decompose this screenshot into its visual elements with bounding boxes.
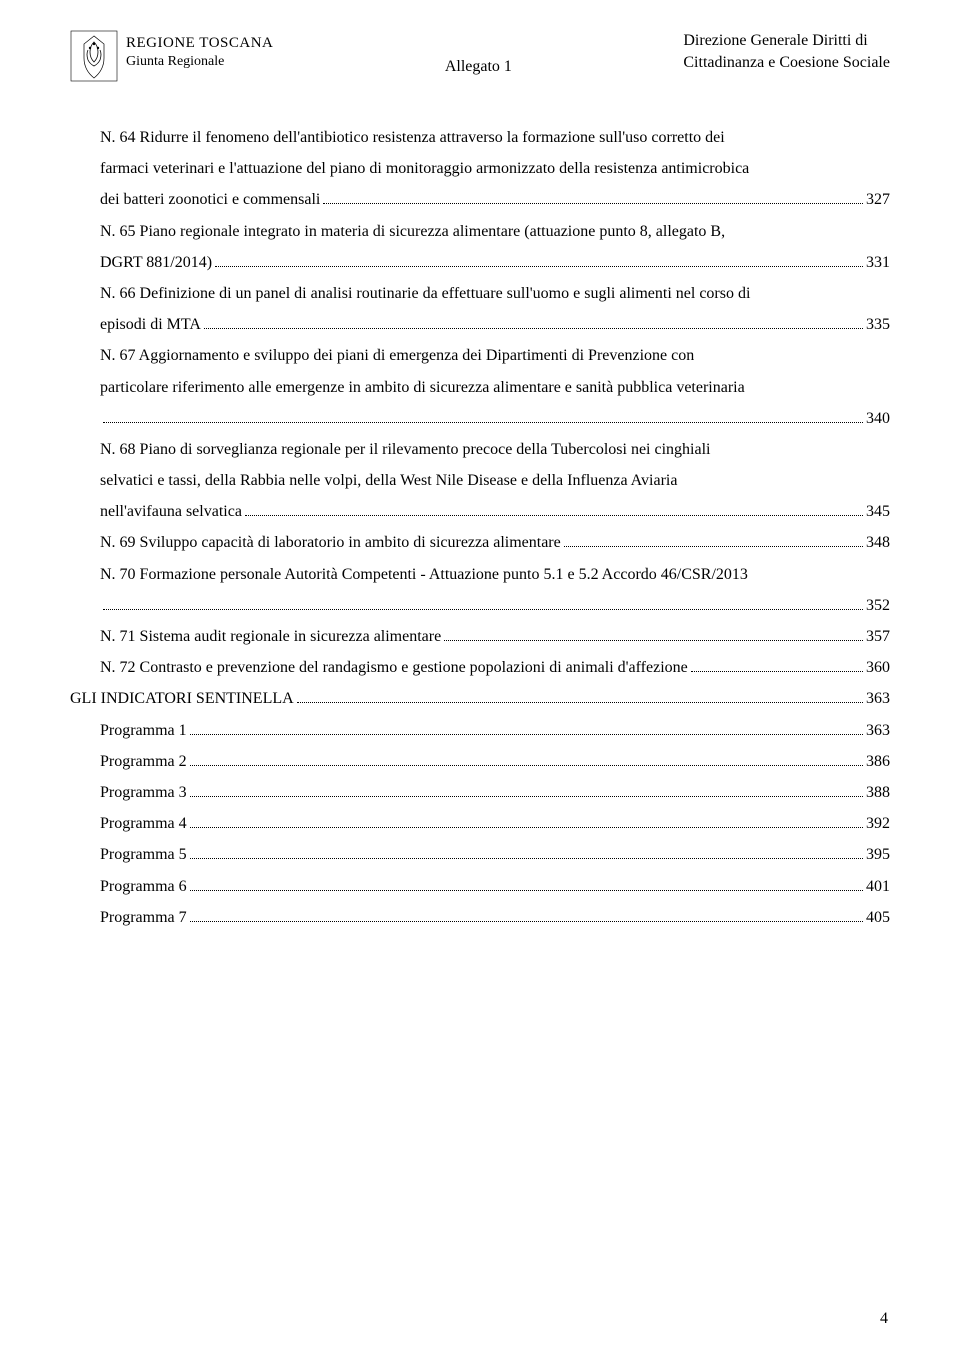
toc-page-number: 352 (866, 590, 890, 621)
toc-entry: episodi di MTA 335 (70, 309, 890, 340)
toc-label: episodi di MTA (100, 309, 201, 340)
toc-entry-line: particolare riferimento alle emergenze i… (70, 372, 890, 403)
toc-entry: Programma 3 388 (70, 777, 890, 808)
toc-label: N. 72 Contrasto e prevenzione del randag… (100, 652, 688, 683)
toc-leader-dots (190, 751, 863, 765)
toc-entry-line: N. 70 Formazione personale Autorità Comp… (70, 559, 890, 590)
toc-page-number: 331 (866, 247, 890, 278)
table-of-contents: N. 64 Ridurre il fenomeno dell'antibioti… (70, 122, 890, 933)
toc-entry: N. 71 Sistema audit regionale in sicurez… (70, 621, 890, 652)
toc-label: Programma 7 (100, 902, 187, 933)
toc-leader-dots (204, 315, 863, 329)
toc-leader-dots (323, 190, 863, 204)
toc-label: Programma 3 (100, 777, 187, 808)
toc-page-number: 363 (866, 715, 890, 746)
toc-leader-dots (103, 595, 863, 609)
toc-label: Programma 4 (100, 808, 187, 839)
toc-leader-dots (245, 502, 863, 516)
toc-entry: Programma 6 401 (70, 871, 890, 902)
toc-page-number: 340 (866, 403, 890, 434)
toc-page-number: 348 (866, 527, 890, 558)
region-name: REGIONE TOSCANA (126, 34, 273, 53)
toc-entry: N. 72 Contrasto e prevenzione del randag… (70, 652, 890, 683)
toc-label: Programma 6 (100, 871, 187, 902)
toc-label: Programma 1 (100, 715, 187, 746)
document-header: REGIONE TOSCANA Giunta Regionale Allegat… (70, 30, 890, 82)
toc-leader-dots (190, 814, 863, 828)
toc-entry: dei batteri zoonotici e commensali 327 (70, 184, 890, 215)
page-number: 4 (880, 1310, 888, 1328)
toc-label: N. 71 Sistema audit regionale in sicurez… (100, 621, 441, 652)
toc-leader-dots (103, 408, 863, 422)
direzione-line1: Direzione Generale Diritti di (683, 30, 890, 52)
toc-leader-dots (190, 876, 863, 890)
header-left: REGIONE TOSCANA Giunta Regionale (70, 30, 273, 82)
direzione-line2: Cittadinanza e Coesione Sociale (683, 52, 890, 74)
toc-label: Programma 2 (100, 746, 187, 777)
toc-leader-dots (215, 252, 863, 266)
toc-entry-line: N. 68 Piano di sorveglianza regionale pe… (70, 434, 890, 465)
giunta-label: Giunta Regionale (126, 53, 273, 71)
toc-entry: nell'avifauna selvatica 345 (70, 496, 890, 527)
regione-toscana-logo-icon (70, 30, 118, 82)
toc-page-number: 405 (866, 902, 890, 933)
toc-entry: GLI INDICATORI SENTINELLA 363 (70, 683, 890, 714)
toc-label: dei batteri zoonotici e commensali (100, 184, 320, 215)
allegato-label: Allegato 1 (445, 30, 512, 76)
toc-leader-dots (444, 627, 863, 641)
toc-label: DGRT 881/2014) (100, 247, 212, 278)
toc-entry: Programma 5 395 (70, 839, 890, 870)
toc-page-number: 388 (866, 777, 890, 808)
toc-page-number: 327 (866, 184, 890, 215)
toc-page-number: 401 (866, 871, 890, 902)
toc-entry-line: N. 65 Piano regionale integrato in mater… (70, 216, 890, 247)
toc-entry: 352 (70, 590, 890, 621)
toc-entry-line: N. 64 Ridurre il fenomeno dell'antibioti… (70, 122, 890, 153)
toc-entry-line: selvatici e tassi, della Rabbia nelle vo… (70, 465, 890, 496)
toc-label: N. 69 Sviluppo capacità di laboratorio i… (100, 527, 561, 558)
toc-leader-dots (190, 845, 863, 859)
toc-entry-line: N. 66 Definizione di un panel di analisi… (70, 278, 890, 309)
toc-entry: Programma 7 405 (70, 902, 890, 933)
toc-page-number: 392 (866, 808, 890, 839)
page-container: REGIONE TOSCANA Giunta Regionale Allegat… (0, 0, 960, 973)
toc-entry: Programma 1 363 (70, 715, 890, 746)
toc-page-number: 363 (866, 683, 890, 714)
toc-leader-dots (691, 658, 863, 672)
toc-entry: N. 69 Sviluppo capacità di laboratorio i… (70, 527, 890, 558)
toc-label: GLI INDICATORI SENTINELLA (70, 683, 294, 714)
toc-page-number: 360 (866, 652, 890, 683)
toc-label: nell'avifauna selvatica (100, 496, 242, 527)
toc-entry-line: N. 67 Aggiornamento e sviluppo dei piani… (70, 340, 890, 371)
region-text: REGIONE TOSCANA Giunta Regionale (126, 30, 273, 70)
toc-leader-dots (190, 720, 863, 734)
toc-entry: 340 (70, 403, 890, 434)
toc-entry: Programma 2 386 (70, 746, 890, 777)
direzione-block: Direzione Generale Diritti di Cittadinan… (683, 30, 890, 73)
toc-leader-dots (564, 533, 863, 547)
toc-entry-line: farmaci veterinari e l'attuazione del pi… (70, 153, 890, 184)
toc-page-number: 395 (866, 839, 890, 870)
toc-page-number: 357 (866, 621, 890, 652)
toc-page-number: 386 (866, 746, 890, 777)
toc-leader-dots (190, 907, 863, 921)
toc-label: Programma 5 (100, 839, 187, 870)
toc-entry: DGRT 881/2014) 331 (70, 247, 890, 278)
toc-leader-dots (190, 783, 863, 797)
toc-page-number: 335 (866, 309, 890, 340)
toc-leader-dots (297, 689, 863, 703)
toc-page-number: 345 (866, 496, 890, 527)
toc-entry: Programma 4 392 (70, 808, 890, 839)
